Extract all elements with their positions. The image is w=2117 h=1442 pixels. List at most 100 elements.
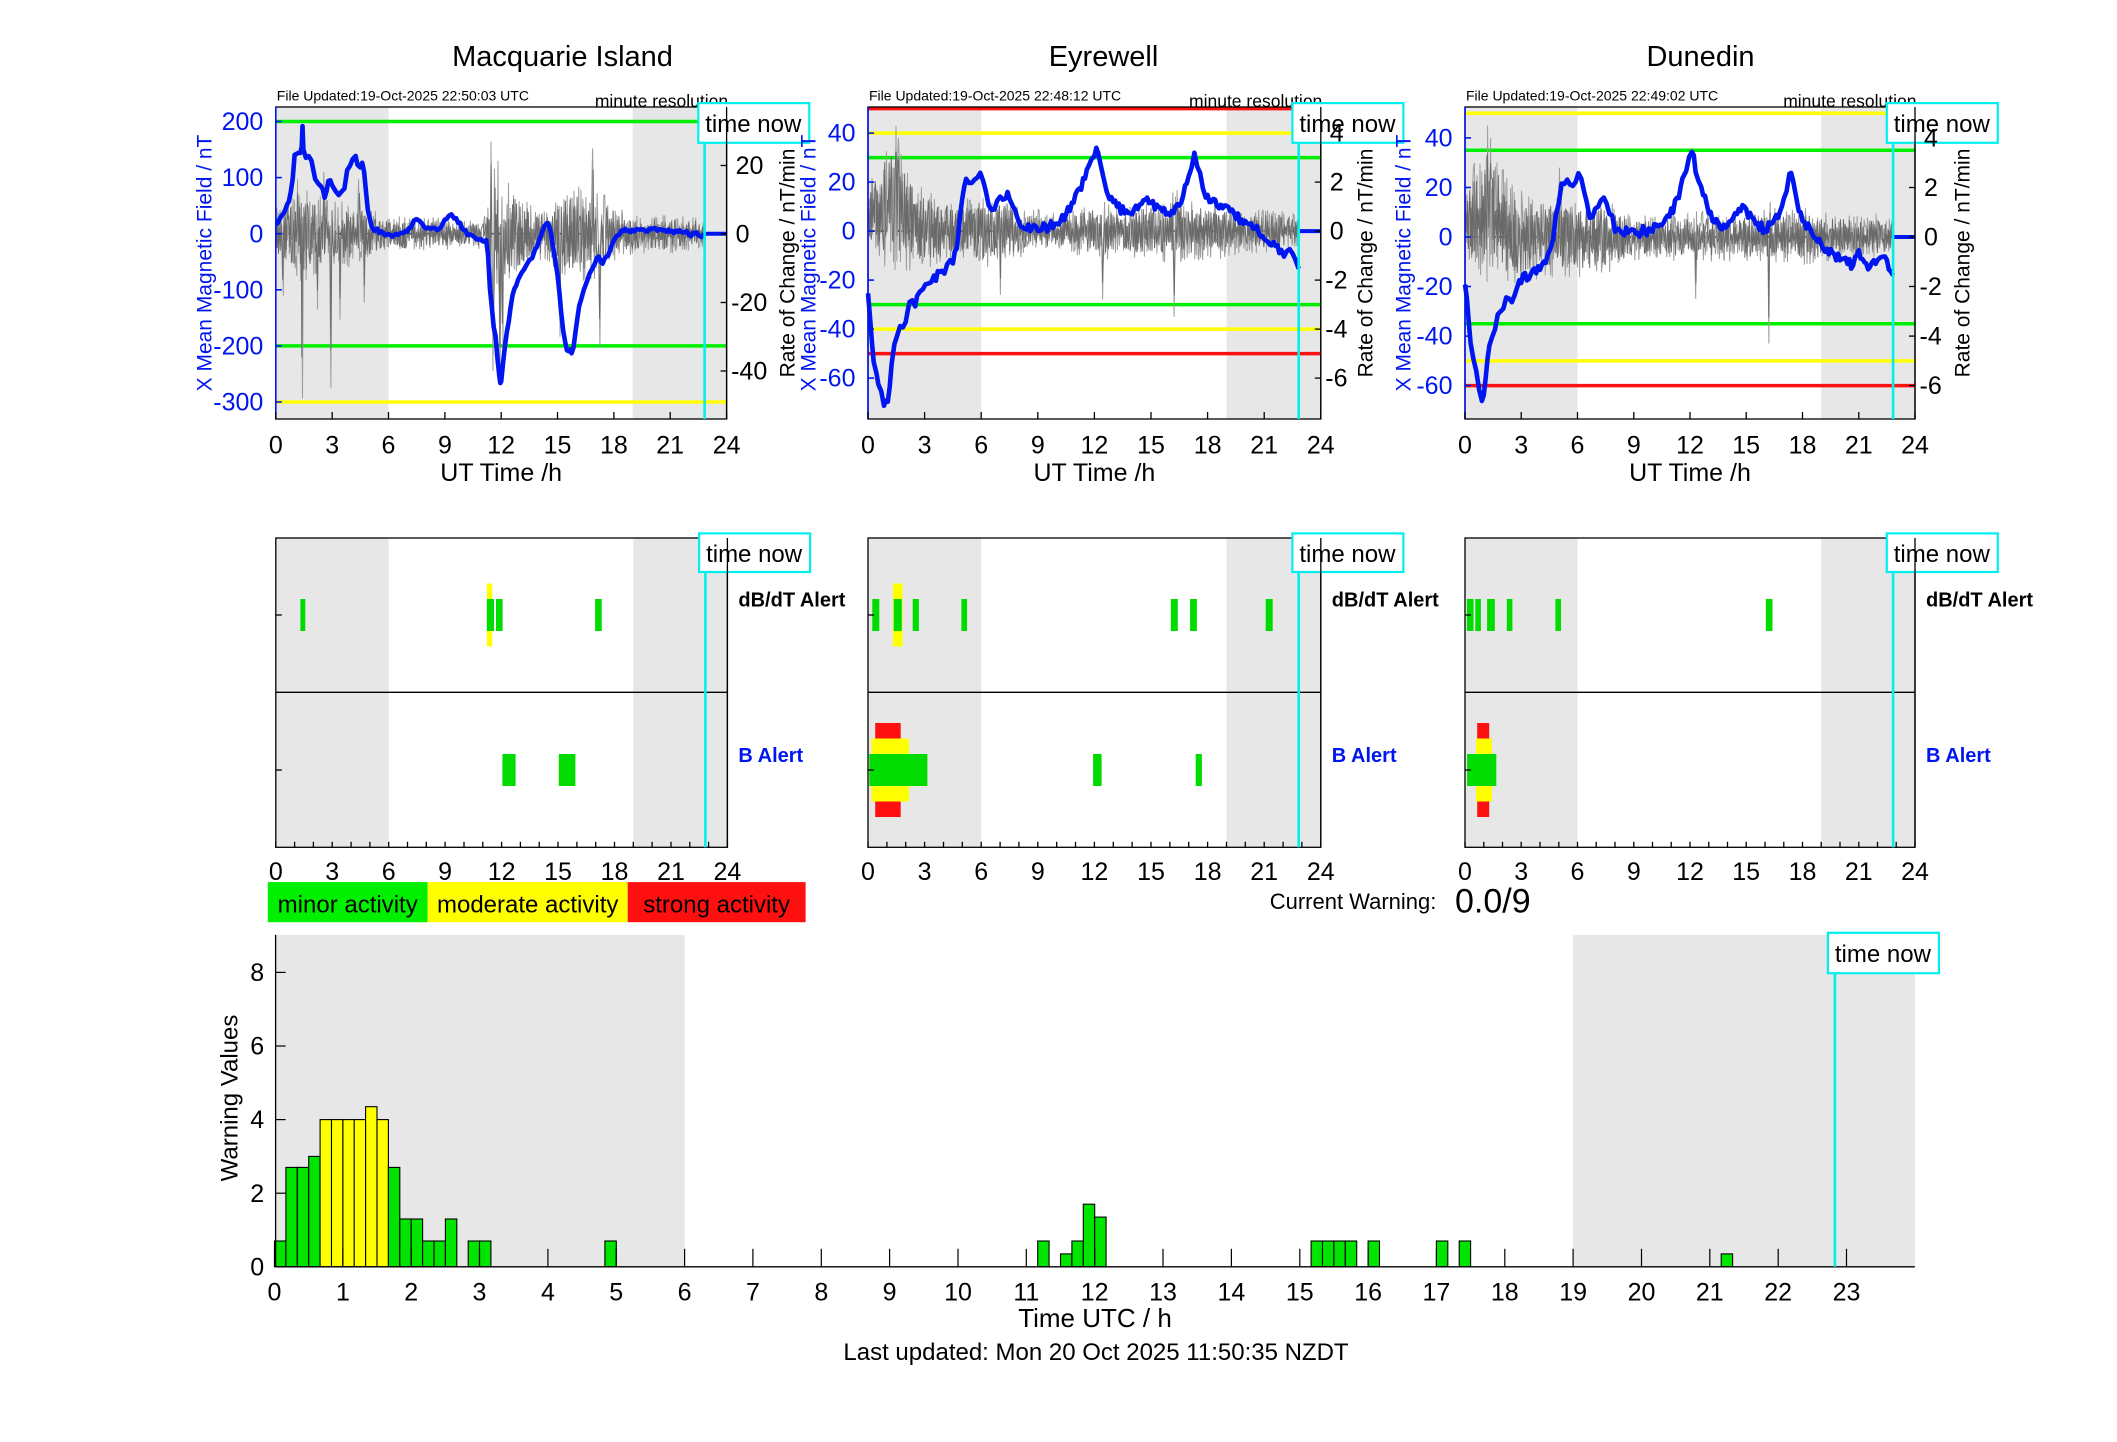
- svg-text:17: 17: [1422, 1279, 1450, 1307]
- svg-text:3: 3: [1514, 858, 1528, 886]
- svg-text:15: 15: [1732, 432, 1760, 460]
- svg-text:-20: -20: [731, 289, 767, 317]
- svg-text:18: 18: [1194, 432, 1222, 460]
- svg-text:6: 6: [1571, 858, 1585, 886]
- svg-text:UT Time /h: UT Time /h: [440, 459, 562, 487]
- svg-text:24: 24: [1307, 858, 1335, 886]
- svg-text:21: 21: [656, 432, 684, 460]
- svg-text:40: 40: [1425, 125, 1453, 153]
- svg-text:-60: -60: [1416, 372, 1452, 400]
- svg-text:time now: time now: [1299, 541, 1396, 568]
- svg-text:3: 3: [325, 432, 339, 460]
- svg-text:0: 0: [1458, 432, 1472, 460]
- svg-text:3: 3: [1514, 432, 1528, 460]
- svg-text:Time UTC / h: Time UTC / h: [1018, 1303, 1172, 1333]
- svg-text:X Mean Magnetic Field / nT: X Mean Magnetic Field / nT: [1393, 134, 1416, 391]
- svg-text:6: 6: [974, 432, 988, 460]
- svg-text:12: 12: [1080, 432, 1108, 460]
- svg-text:6: 6: [250, 1033, 264, 1061]
- svg-text:9: 9: [883, 1279, 897, 1307]
- svg-text:3: 3: [473, 1279, 487, 1307]
- svg-text:2: 2: [1924, 174, 1938, 202]
- svg-text:Warning Values: Warning Values: [217, 1015, 244, 1182]
- svg-text:Rate of Change / nT/min: Rate of Change / nT/min: [777, 149, 800, 378]
- svg-text:time now: time now: [705, 111, 802, 138]
- svg-text:1: 1: [336, 1279, 350, 1307]
- svg-text:Last updated: Mon 20 Oct 2025: Last updated: Mon 20 Oct 2025 11:50:35 N…: [843, 1339, 1349, 1366]
- svg-text:-40: -40: [731, 358, 767, 386]
- svg-text:4: 4: [1924, 125, 1938, 153]
- svg-text:18: 18: [1789, 858, 1817, 886]
- svg-text:X Mean Magnetic Field / nT: X Mean Magnetic Field / nT: [798, 134, 821, 391]
- svg-text:4: 4: [1330, 120, 1344, 148]
- svg-text:-6: -6: [1325, 365, 1347, 393]
- svg-text:21: 21: [657, 858, 685, 886]
- svg-text:16: 16: [1354, 1279, 1382, 1307]
- svg-text:12: 12: [1676, 432, 1704, 460]
- svg-text:0: 0: [1924, 224, 1938, 252]
- svg-text:20: 20: [1628, 1279, 1656, 1307]
- svg-text:18: 18: [1194, 858, 1222, 886]
- svg-text:0: 0: [861, 432, 875, 460]
- svg-text:6: 6: [382, 432, 396, 460]
- svg-text:-60: -60: [819, 365, 855, 393]
- svg-text:15: 15: [1137, 858, 1165, 886]
- svg-text:24: 24: [1901, 432, 1929, 460]
- svg-text:Rate of Change / nT/min: Rate of Change / nT/min: [1355, 149, 1378, 378]
- svg-text:0: 0: [861, 858, 875, 886]
- svg-text:15: 15: [1137, 432, 1165, 460]
- svg-text:15: 15: [544, 858, 572, 886]
- svg-text:-100: -100: [213, 276, 263, 304]
- svg-text:19: 19: [1559, 1279, 1587, 1307]
- svg-text:0: 0: [1458, 858, 1472, 886]
- svg-text:dB/dT Alert: dB/dT Alert: [738, 590, 845, 612]
- svg-text:File Updated:19-Oct-2025 22:50: File Updated:19-Oct-2025 22:50:03 UTC: [277, 88, 529, 104]
- svg-text:23: 23: [1833, 1279, 1861, 1307]
- svg-text:4: 4: [250, 1106, 264, 1134]
- svg-text:0: 0: [269, 432, 283, 460]
- svg-text:-4: -4: [1325, 316, 1347, 344]
- svg-text:6: 6: [678, 1279, 692, 1307]
- svg-text:9: 9: [1627, 432, 1641, 460]
- svg-text:3: 3: [918, 432, 932, 460]
- svg-text:13: 13: [1149, 1279, 1177, 1307]
- svg-text:8: 8: [250, 959, 264, 987]
- svg-text:20: 20: [736, 152, 764, 180]
- svg-text:6: 6: [382, 858, 396, 886]
- svg-text:time now: time now: [1299, 111, 1396, 138]
- svg-text:9: 9: [1031, 432, 1045, 460]
- svg-text:200: 200: [222, 108, 264, 136]
- svg-text:15: 15: [544, 432, 572, 460]
- svg-text:strong activity: strong activity: [643, 892, 790, 919]
- svg-text:12: 12: [488, 858, 516, 886]
- svg-text:dB/dT Alert: dB/dT Alert: [1332, 590, 1439, 612]
- svg-text:minute resolution: minute resolution: [595, 91, 728, 111]
- svg-text:21: 21: [1250, 858, 1278, 886]
- svg-text:5: 5: [609, 1279, 623, 1307]
- svg-text:21: 21: [1696, 1279, 1724, 1307]
- svg-text:time now: time now: [706, 541, 803, 568]
- svg-text:20: 20: [828, 169, 856, 197]
- svg-text:4: 4: [541, 1279, 555, 1307]
- svg-text:18: 18: [601, 858, 629, 886]
- svg-text:0: 0: [1439, 224, 1453, 252]
- svg-text:0: 0: [250, 1253, 264, 1281]
- svg-text:18: 18: [1491, 1279, 1519, 1307]
- svg-text:0: 0: [269, 858, 283, 886]
- svg-text:-20: -20: [819, 267, 855, 295]
- svg-text:-200: -200: [213, 333, 263, 361]
- svg-text:0: 0: [842, 218, 856, 246]
- svg-text:24: 24: [1901, 858, 1929, 886]
- svg-text:8: 8: [814, 1279, 828, 1307]
- svg-text:-40: -40: [1416, 323, 1452, 351]
- svg-text:X Mean Magnetic Field / nT: X Mean Magnetic Field / nT: [194, 134, 217, 391]
- svg-text:12: 12: [487, 432, 515, 460]
- svg-text:Macquarie Island: Macquarie Island: [452, 41, 673, 73]
- svg-text:-20: -20: [1416, 273, 1452, 301]
- svg-text:-2: -2: [1325, 267, 1347, 295]
- svg-text:0: 0: [249, 220, 263, 248]
- svg-text:File Updated:19-Oct-2025 22:48: File Updated:19-Oct-2025 22:48:12 UTC: [869, 88, 1121, 104]
- svg-text:Dunedin: Dunedin: [1646, 41, 1754, 73]
- svg-text:9: 9: [1031, 858, 1045, 886]
- svg-text:12: 12: [1676, 858, 1704, 886]
